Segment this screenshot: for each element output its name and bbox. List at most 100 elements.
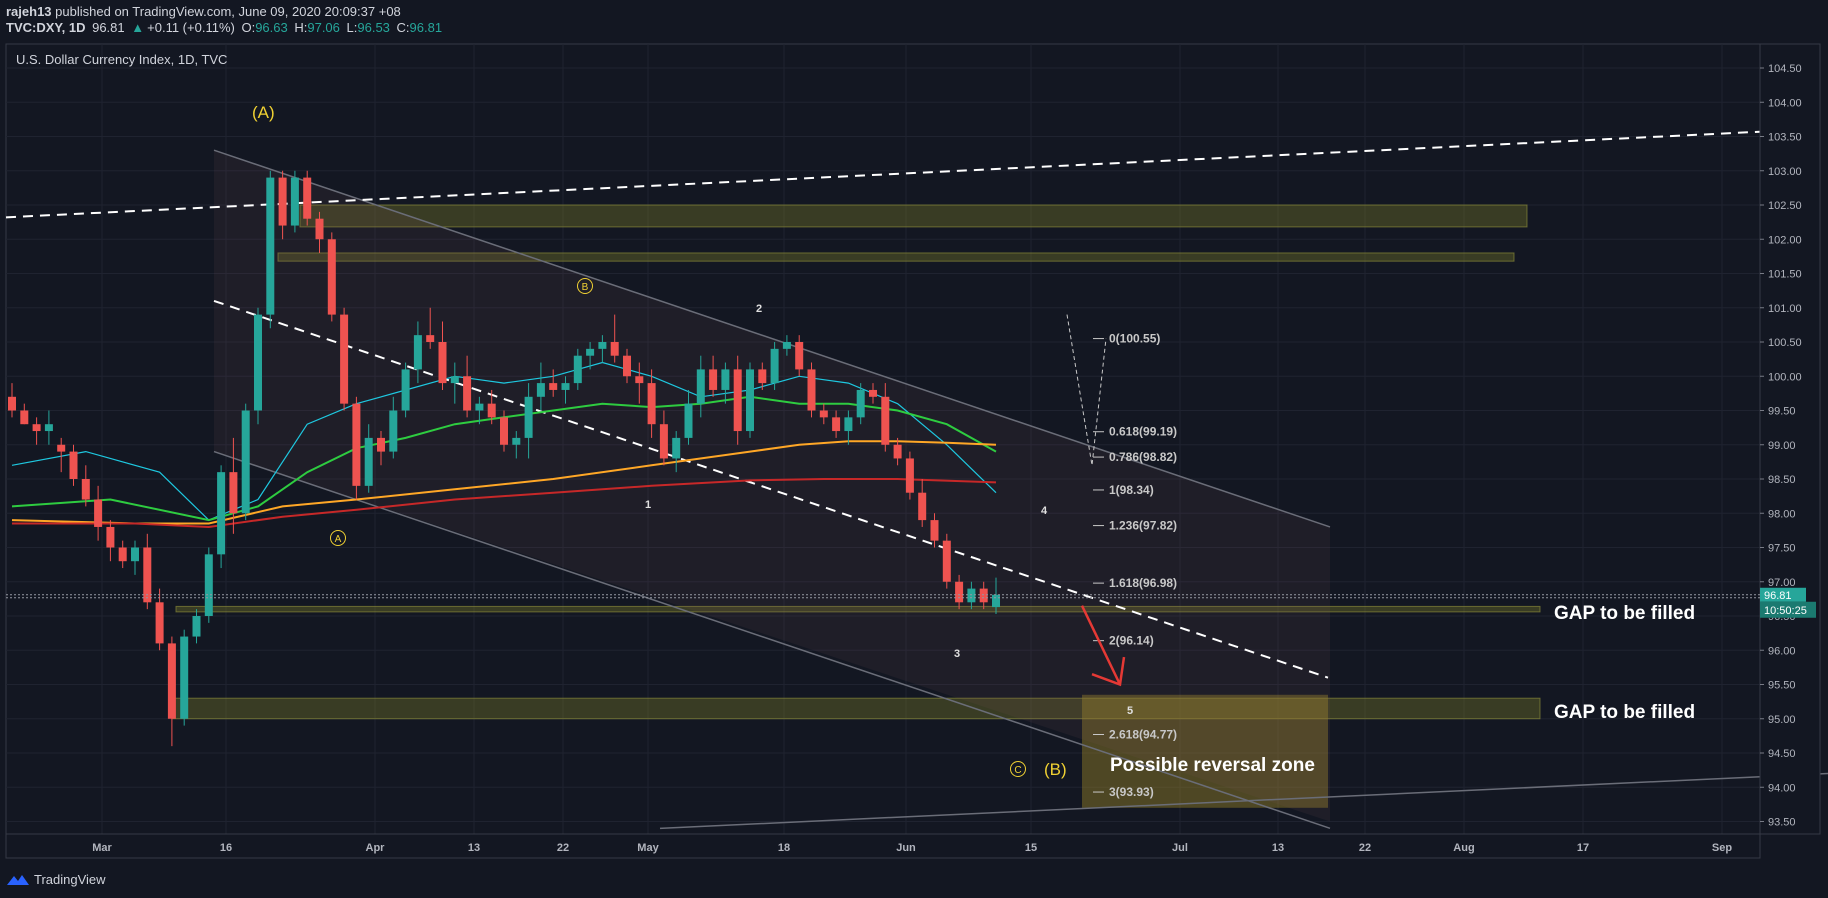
candle-body	[881, 396, 890, 445]
time-tick-label: 22	[557, 842, 569, 854]
candle	[684, 389, 693, 445]
candle	[573, 348, 582, 390]
candle-body	[869, 389, 877, 397]
price-tick-label: 97.50	[1768, 543, 1796, 555]
fib-level-label: 1(98.34)	[1109, 483, 1154, 497]
candle-body	[204, 554, 213, 616]
candle	[905, 451, 914, 500]
moving-average-line	[12, 478, 997, 529]
price-tick-label: 96.00	[1768, 645, 1796, 657]
candle	[893, 437, 902, 466]
channel-bottom-line	[213, 450, 1331, 830]
candle	[930, 513, 939, 548]
price-tick-label: 97.00	[1768, 577, 1796, 589]
candle-body	[684, 403, 693, 438]
candle-body	[782, 342, 791, 349]
price-tick-label: 104.50	[1768, 63, 1802, 75]
candle-body	[389, 410, 398, 452]
candle-body	[327, 239, 336, 315]
falling-trend-dashed	[213, 299, 1329, 679]
candle	[155, 588, 164, 651]
wave-count-2: 2	[756, 303, 762, 315]
price-tick-label: 94.50	[1768, 748, 1796, 760]
candle	[44, 410, 53, 445]
candle-body	[69, 451, 78, 479]
candle	[143, 533, 152, 610]
candle	[856, 383, 865, 425]
down-arrow-icon	[1080, 605, 1122, 686]
candle-body	[942, 540, 951, 582]
fib-level-label: 3(93.93)	[1109, 785, 1154, 799]
time-tick-label: Sep	[1712, 842, 1732, 854]
candle	[869, 383, 877, 404]
candle-body	[807, 369, 816, 411]
candle-body	[81, 479, 90, 500]
candle	[475, 396, 484, 425]
candle-body	[401, 369, 410, 411]
candle-body	[413, 335, 422, 370]
candle	[106, 520, 115, 562]
candle	[81, 465, 90, 507]
time-tick-label: 15	[1025, 842, 1037, 854]
candles	[8, 170, 1000, 747]
author-name[interactable]: rajeh13	[6, 4, 52, 19]
candle-body	[512, 437, 521, 445]
down-arrow-head-icon	[1091, 656, 1126, 687]
candle	[57, 437, 66, 473]
candle	[315, 211, 324, 253]
candle	[500, 410, 508, 452]
candle	[881, 383, 890, 452]
candle-body	[143, 547, 152, 603]
time-tick-label: 17	[1577, 842, 1589, 854]
candle-body	[795, 342, 804, 370]
wave-label-b-circle	[577, 278, 593, 294]
candle-body	[377, 437, 385, 452]
countdown-label: 10:50:25	[1764, 605, 1807, 617]
gap-zone-lower	[171, 697, 1541, 720]
candle-body	[487, 403, 496, 418]
wave-label-c: C	[1014, 765, 1021, 776]
moving-average-line	[11, 395, 997, 522]
wave-label-a-circle	[330, 530, 346, 546]
candle	[979, 581, 988, 610]
candle	[241, 403, 250, 521]
up-arrow-icon: ▲	[131, 20, 145, 35]
low-label: L:	[346, 20, 358, 35]
candle	[967, 581, 976, 610]
price-tick-label: 98.50	[1768, 474, 1796, 486]
publish-info: published on TradingView.com, June 09, 2…	[55, 4, 401, 19]
candle	[832, 410, 841, 438]
candle-body	[192, 616, 201, 637]
price-tick-label: 101.50	[1768, 269, 1802, 281]
candle-body	[561, 383, 570, 390]
candle	[561, 376, 570, 404]
candle-body	[955, 581, 964, 603]
fib-level-label: 0.786(98.82)	[1109, 450, 1177, 464]
price-tick-label: 100.50	[1768, 337, 1802, 349]
resistance-zone-upper	[299, 204, 1528, 228]
candle-body	[315, 218, 324, 240]
close-value: 96.81	[409, 20, 443, 35]
candle-body	[549, 383, 558, 390]
fib-level-label: 1.618(96.98)	[1109, 576, 1177, 590]
time-tick-label: 18	[778, 842, 790, 854]
gap-label-lower: GAP to be filled	[1554, 702, 1695, 723]
candle-body	[672, 437, 681, 459]
price-axis	[1759, 43, 1821, 835]
moving-average-line	[11, 361, 997, 521]
candle-body	[635, 376, 644, 384]
candle-body	[967, 588, 976, 603]
brand-name[interactable]: TradingView	[34, 871, 106, 887]
candle-body	[450, 376, 459, 384]
price-tick-label: 103.50	[1768, 132, 1802, 144]
fib-level-label: 0(100.55)	[1109, 332, 1160, 346]
candle	[266, 170, 275, 329]
chart-header: rajeh13 published on TradingView.com, Ju…	[6, 4, 445, 36]
candle-body	[586, 348, 595, 356]
candle	[118, 540, 127, 569]
candle-body	[118, 547, 127, 562]
candle	[942, 533, 951, 589]
candle	[204, 547, 213, 623]
candle	[32, 417, 41, 445]
